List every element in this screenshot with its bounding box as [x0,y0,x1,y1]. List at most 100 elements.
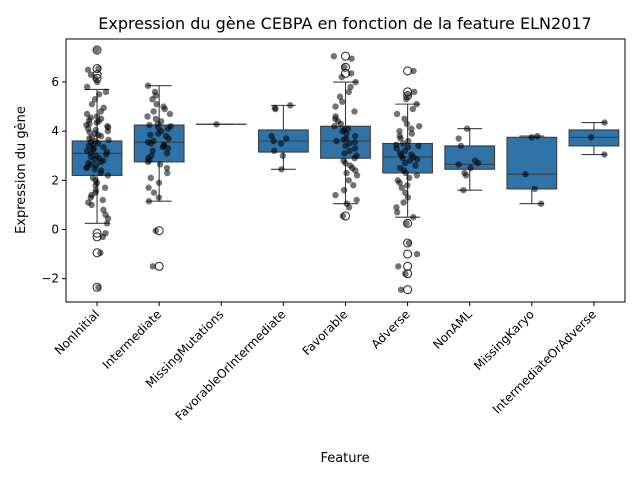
y-tick-label: 0 [51,222,59,236]
strip-point [400,140,407,147]
strip-point [338,73,345,81]
strip-point [279,152,287,159]
strip-point [404,194,412,201]
strip-point [95,284,102,291]
strip-point [287,102,294,109]
strip-point [528,134,535,141]
strip-point [103,220,111,227]
outlier-point [154,261,164,271]
strip-point [467,164,474,172]
strip-point [401,159,409,167]
strip-point [145,184,152,191]
strip-point [455,135,462,142]
outlier-point [403,261,413,271]
strip-point [601,151,608,158]
strip-point [462,172,470,179]
strip-point [406,174,413,182]
strip-point [340,136,347,143]
outlier-point [340,51,351,61]
strip-point [149,147,156,155]
strip-point [97,132,105,140]
strip-point [352,167,359,174]
strip-point [149,96,156,103]
strip-point [402,270,409,277]
strip-point [283,135,290,142]
strip-point [601,119,608,126]
axes: −20246NonInitialIntermediateMissingMutat… [41,38,626,423]
strip-point [414,156,421,163]
strip-point [534,132,541,140]
strip-point [406,157,414,164]
strip-point [153,100,160,108]
strip-point [405,239,413,247]
strip-point [146,121,153,129]
strip-point [397,286,405,293]
strip-point [413,172,421,179]
strip-point [412,162,419,169]
strip-point [400,199,407,206]
y-tick-label: −2 [41,272,59,286]
strip-point [147,131,154,139]
strip-point [93,46,101,54]
strip-point [84,66,92,73]
strip-point [402,169,409,177]
strip-point [393,110,401,118]
strip-point [415,142,422,150]
strip-point [404,182,411,189]
strip-point [393,204,400,211]
strip-point [474,159,482,167]
x-tick-label: Adverse [368,307,412,351]
strip-point [403,120,411,127]
x-tick-label: NonInitial [52,307,102,357]
strip-point [99,196,106,204]
strip-point [336,93,344,100]
strip-point [86,129,93,136]
strip-point [393,145,400,152]
strip-point [394,209,401,216]
strip-point [166,110,174,118]
strip-point [156,161,164,168]
strip-group-Adverse [393,67,423,293]
x-tick-label: NonAML [430,307,475,352]
box-iqr [506,136,558,190]
strip-point [587,134,595,141]
strip-point [91,96,99,103]
strip-point [399,155,407,162]
strip-point [332,103,339,110]
strip-point [101,184,109,191]
strip-point [411,88,418,96]
strip-point [150,108,157,115]
strip-point [397,135,404,142]
strip-point [270,137,277,145]
strip-point [102,88,110,96]
strip-point [147,140,155,147]
strip-point [88,201,95,209]
strip-point [396,179,403,186]
strip-point [413,250,421,258]
strip-point [457,142,465,150]
strip-point [339,212,347,220]
strip-point [353,196,360,204]
plot-area [71,45,620,295]
y-tick-label: 6 [51,75,59,89]
strip-point [341,150,348,157]
strip-point [152,115,160,123]
strip-point [346,147,353,155]
box-group-MissingKaryo [506,135,558,205]
strip-point [100,206,107,214]
strip-point [345,177,352,184]
strip-point [144,82,152,89]
strip-point [343,169,350,177]
strip-point [87,71,95,78]
strip-point [338,98,346,105]
strip-point [164,169,171,177]
strip-point [163,164,171,172]
strip-point [83,164,90,172]
box-group-Intermediate [133,85,185,271]
y-tick-label: 2 [51,173,59,187]
strip-point [351,155,358,162]
strip-point [213,121,220,128]
strip-point [102,151,110,158]
strip-point [268,132,275,140]
strip-group-NonAML [455,125,482,194]
